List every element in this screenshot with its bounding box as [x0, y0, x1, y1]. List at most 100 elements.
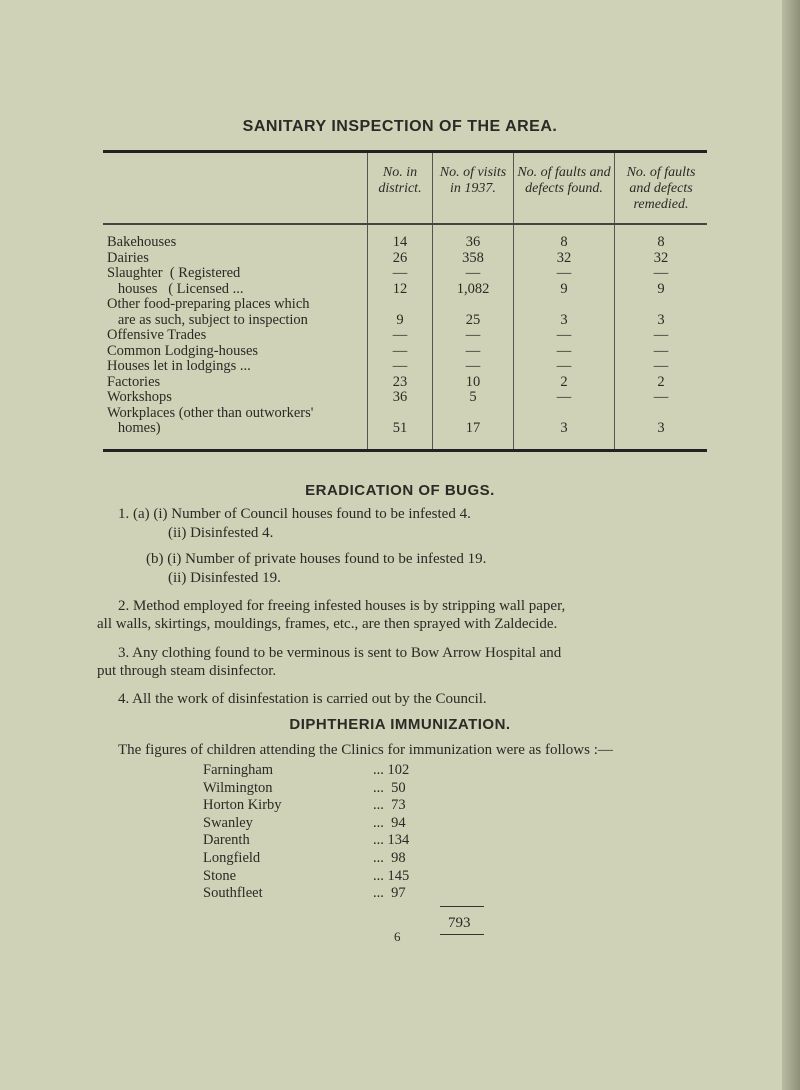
cell-value: [432, 405, 514, 421]
cell-value: —: [367, 343, 433, 359]
cell-value: —: [367, 265, 433, 282]
cell-value: 9: [614, 281, 707, 297]
table-row: Offensive Trades — — — —: [103, 327, 707, 344]
col-header: No. of faults and defects remedied.: [614, 151, 707, 224]
table-row: Dairies 26 358 32 32: [103, 249, 707, 266]
cell-value: 1,082: [432, 281, 514, 297]
cell-value: 17: [432, 420, 514, 450]
cell-value: [432, 297, 514, 313]
cell-value: 23: [367, 374, 433, 390]
bugs-line: (ii) Disinfested 4.: [168, 525, 274, 541]
cell-value: [367, 297, 433, 313]
cell-value: —: [432, 343, 514, 359]
cell-value: —: [614, 343, 707, 359]
cell-value: 3: [614, 420, 707, 450]
cell-value: [614, 297, 707, 313]
clinic-count: ... 102: [373, 762, 410, 778]
cell-value: 3: [513, 420, 615, 450]
cell-value: —: [432, 358, 514, 375]
row-label: Common Lodging-houses: [107, 342, 259, 359]
clinic-row: Farningham ... 102: [203, 762, 409, 779]
clinic-row: Southfleet ... 97: [203, 885, 406, 902]
clinic-name: Stone: [203, 867, 237, 884]
cell-value: —: [614, 389, 707, 406]
cell-value: 10: [432, 374, 514, 390]
cell-value: —: [513, 265, 615, 282]
cell-value: [367, 405, 433, 421]
clinic-row: Longfield ... 98: [203, 850, 406, 867]
cell-value: 25: [432, 312, 514, 328]
cell-value: 2: [513, 374, 615, 390]
col-header: No. of faults and defects found.: [513, 151, 615, 224]
row-label: Other food-preparing places which: [107, 296, 310, 312]
cell-value: 9: [513, 281, 615, 297]
cell-value: 32: [513, 250, 615, 266]
diphtheria-intro: The figures of children attending the Cl…: [118, 742, 613, 758]
page-edge-shadow: [782, 0, 800, 1090]
clinic-row: Horton Kirby ... 73: [203, 797, 406, 814]
table-row: Other food-preparing places which: [103, 296, 707, 313]
bugs-line: 4. All the work of disinfestation is car…: [118, 691, 487, 707]
cell-value: —: [513, 389, 615, 406]
cell-value: —: [614, 327, 707, 344]
cell-value: 8: [513, 224, 615, 251]
table-row: Houses let in lodgings ... — — — —: [103, 358, 707, 375]
clinic-count: ... 97: [373, 885, 406, 902]
cell-value: 358: [432, 250, 514, 266]
total-rule: [440, 934, 484, 935]
row-label: Factories: [107, 373, 161, 390]
bugs-line: (ii) Disinfested 19.: [168, 570, 281, 586]
clinic-row: Darenth ... 134: [203, 832, 409, 849]
row-label: Dairies: [107, 249, 149, 266]
cell-value: 8: [614, 224, 707, 251]
clinic-row: Swanley ... 94: [203, 814, 406, 832]
cell-value: 5: [432, 389, 514, 406]
table-row: homes) 51 17 3 3: [103, 420, 707, 450]
row-label: Slaughter ( Registered: [107, 265, 241, 281]
cell-value: [513, 297, 615, 313]
cell-value: —: [513, 327, 615, 344]
diphtheria-heading: DIPHTHERIA IMMUNIZATION.: [289, 716, 511, 733]
row-label: are as such, subject to inspection: [107, 311, 308, 328]
bugs-line: put through steam disinfector.: [97, 663, 277, 679]
clinic-count: ... 134: [373, 832, 410, 849]
clinic-row: Wilmington ... 50: [203, 779, 406, 797]
table-row: Factories 23 10 2 2: [103, 373, 707, 390]
cell-value: 14: [367, 224, 433, 251]
table-row: are as such, subject to inspection 9 25 3 3: [103, 311, 707, 328]
row-label: Offensive Trades: [107, 327, 207, 343]
cell-value: 9: [367, 312, 433, 328]
col-header: No. in district.: [367, 151, 433, 224]
cell-value: —: [513, 358, 615, 375]
cell-value: —: [367, 358, 433, 375]
row-label: Bakehouses: [107, 234, 177, 250]
row-label: Workshops: [107, 389, 172, 405]
clinic-name: Wilmington: [203, 779, 273, 796]
clinic-count: ... 50: [373, 779, 406, 796]
total-value: 793: [448, 915, 471, 931]
inspection-table: No. in district. No. of visits in 1937. …: [103, 150, 707, 453]
cell-value: [513, 405, 615, 421]
cell-value: 2: [614, 374, 707, 390]
row-label: houses ( Licensed ...: [107, 280, 244, 297]
clinic-name: Swanley: [203, 814, 253, 831]
bugs-line: 1. (a) (i) Number of Council houses foun…: [118, 506, 471, 522]
table-row: houses ( Licensed ... 12 1,082 9 9: [103, 280, 707, 297]
page-number: 6: [394, 929, 401, 944]
bugs-line: (b) (i) Number of private houses found t…: [146, 551, 487, 567]
cell-value: —: [513, 343, 615, 359]
row-label: Workplaces (other than outworkers': [107, 404, 314, 421]
cell-value: 26: [367, 250, 433, 266]
cell-value: 51: [367, 420, 433, 450]
cell-value: 36: [432, 224, 514, 251]
page-heading: SANITARY INSPECTION OF THE AREA.: [242, 118, 558, 135]
cell-value: 3: [513, 312, 615, 328]
row-label: homes): [107, 420, 161, 436]
cell-value: 3: [614, 312, 707, 328]
clinic-row: Stone ... 145: [203, 867, 409, 885]
row-label: Houses let in lodgings ...: [107, 358, 251, 374]
cell-value: 12: [367, 281, 433, 297]
clinic-name: Southfleet: [203, 885, 263, 902]
clinic-name: Horton Kirby: [203, 797, 282, 814]
